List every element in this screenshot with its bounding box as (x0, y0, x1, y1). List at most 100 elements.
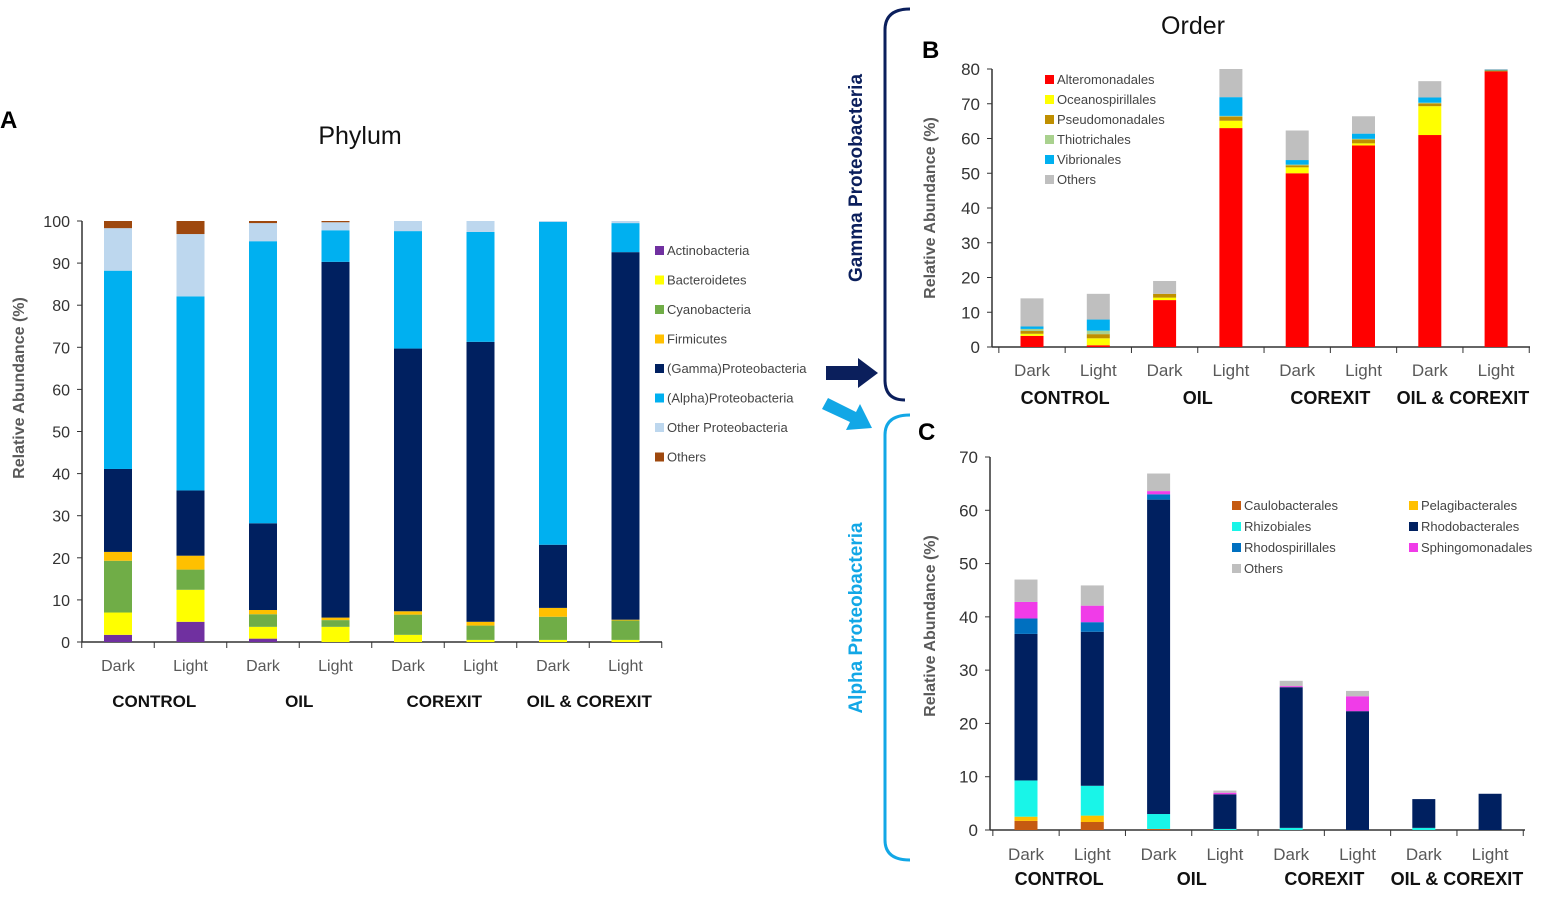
bar-segment-c-rhodospirillales (1147, 494, 1171, 500)
legend-label-a: Firmicutes (667, 332, 727, 347)
y-tick-label-a: 100 (43, 214, 70, 231)
bar-segment-b-vibrionales (1020, 326, 1044, 329)
y-axis-label-c: Relative Abundance (%) (922, 535, 939, 717)
legend-swatch-a (655, 423, 664, 432)
legend-swatch-a (655, 246, 664, 255)
x-category-label-c: Dark (1273, 845, 1309, 864)
bar-segment-c-rhizobiales (1147, 814, 1171, 829)
bar-segment-c-others (1014, 579, 1038, 602)
x-group-label-c: COREXIT (1284, 869, 1364, 889)
legend-label-b: Alteromonadales (1057, 72, 1155, 87)
legend-label-a: Actinobacteria (667, 243, 750, 258)
bar-segment-b-alteromonadales (1352, 145, 1375, 347)
y-tick-label-c: 30 (959, 661, 978, 680)
bar-segment-a-other-proteobacteria (466, 221, 495, 232)
legend-swatch-c (1232, 564, 1241, 573)
y-tick-label-a: 40 (52, 467, 70, 484)
chart-title-a: Phylum (318, 122, 401, 150)
bar-segment-c-rhizobiales (1412, 827, 1436, 830)
bar-segment-c-rhodobacterales (1147, 499, 1171, 815)
y-tick-label-b: 30 (961, 234, 980, 253)
bar-segment-a-bacteroidetes (539, 639, 567, 642)
y-tick-label-c: 40 (959, 608, 978, 627)
bar-segment-c-rhodobacterales (1014, 633, 1038, 781)
bar-segment-c-rhodobacterales (1213, 794, 1237, 829)
bar-segment-a-others (321, 221, 350, 223)
x-category-label-b: Light (1345, 361, 1382, 380)
bar-segment-b-others (1484, 69, 1508, 70)
bar-segment-b-oceanospirillales (1219, 120, 1243, 129)
bar-segment-c-sphingomonadales (1279, 686, 1303, 688)
bar-segment-a-gamma-proteobacteria (394, 348, 422, 612)
legend-swatch-b (1045, 75, 1054, 84)
legend-label-c: Others (1244, 561, 1284, 576)
x-group-label-a: CONTROL (112, 692, 196, 711)
bar-segment-a-gamma-proteobacteria (539, 544, 567, 608)
legend-label-c: Rhodospirillales (1244, 540, 1336, 555)
bar-segment-a-firmicutes (176, 555, 205, 570)
bar-segment-a-cyanobacteria (539, 616, 567, 640)
bar-segment-b-others (1020, 298, 1044, 327)
legend-swatch-a (655, 275, 664, 285)
legend-label-a: Other Proteobacteria (667, 420, 788, 435)
bar-segment-a-cyanobacteria (611, 620, 640, 640)
bar-segment-c-sphingomonadales (1213, 792, 1237, 795)
bar-segment-c-rhodospirillales (1080, 622, 1104, 632)
bar-segment-a-alpha-proteobacteria (249, 241, 277, 524)
x-group-label-a: OIL (285, 692, 313, 711)
bar-segment-a-firmicutes (539, 607, 567, 617)
bar-segment-a-alpha-proteobacteria (394, 231, 422, 349)
bar-segment-a-bacteroidetes (321, 626, 350, 642)
bar-segment-c-sphingomonadales (1014, 601, 1038, 619)
arrow-to-gamma-icon (826, 358, 878, 388)
bar-segment-b-pseudomonadales (1153, 293, 1177, 298)
x-category-label-b: Light (1478, 361, 1515, 380)
bar-segment-a-alpha-proteobacteria (466, 231, 495, 342)
bar-segment-c-sphingomonadales (1346, 696, 1369, 712)
bar-segment-a-cyanobacteria (104, 560, 132, 613)
x-category-label-c: Light (1339, 845, 1376, 864)
bar-segment-a-alpha-proteobacteria (176, 296, 205, 491)
legend-label-a: Cyanobacteria (667, 302, 752, 317)
x-category-label-b: Dark (1147, 361, 1183, 380)
y-tick-label-a: 10 (52, 593, 70, 610)
bar-segment-b-alteromonadales (1086, 345, 1110, 347)
bar-segment-c-caulobacterales (1147, 828, 1171, 830)
legend-swatch-a (655, 334, 664, 344)
bar-segment-c-others (1213, 790, 1237, 793)
x-group-label-b: CONTROL (1021, 388, 1110, 408)
y-tick-label-a: 20 (52, 551, 70, 568)
bar-segment-b-others (1086, 293, 1110, 320)
legend-label-b: Thiotrichales (1057, 132, 1131, 147)
x-category-label-b: Dark (1014, 361, 1050, 380)
bar-segment-a-other-proteobacteria (539, 221, 567, 222)
bar-segment-b-others (1285, 130, 1309, 161)
x-category-label-c: Light (1472, 845, 1509, 864)
legend-swatch-c (1232, 522, 1241, 531)
bar-segment-b-thiotrichales (1086, 330, 1110, 335)
y-tick-label-a: 70 (52, 340, 70, 357)
bar-segment-b-oceanospirillales (1153, 297, 1177, 301)
bar-segment-c-rhodobacterales (1412, 799, 1436, 828)
legend-label-c: Rhizobiales (1244, 519, 1312, 534)
legend-swatch-b (1045, 135, 1054, 144)
x-category-label-c: Light (1074, 845, 1111, 864)
bar-segment-b-thiotrichales (1020, 328, 1044, 332)
bar-segment-b-pseudomonadales (1219, 116, 1243, 121)
x-group-label-b: COREXIT (1290, 388, 1370, 408)
y-tick-label-c: 20 (959, 714, 978, 733)
alpha-bracket (883, 413, 911, 862)
gamma-side-label: Gamma Proteobacteria (846, 74, 867, 282)
bar-segment-a-alpha-proteobacteria (539, 221, 567, 545)
y-tick-label-c: 0 (969, 821, 978, 840)
bar-segment-a-other-proteobacteria (104, 228, 132, 271)
bar-segment-b-pseudomonadales (1418, 103, 1442, 107)
panel-letter-b: B (922, 37, 939, 64)
bar-segment-c-rhodobacterales (1279, 687, 1303, 828)
x-group-label-c: OIL (1177, 869, 1207, 889)
bar-segment-a-cyanobacteria (176, 569, 205, 590)
bar-segment-a-gamma-proteobacteria (104, 468, 132, 552)
y-tick-label-b: 50 (961, 164, 980, 183)
bar-segment-c-rhizobiales (1014, 780, 1038, 817)
y-axis-label-a: Relative Abundance (%) (11, 297, 28, 479)
